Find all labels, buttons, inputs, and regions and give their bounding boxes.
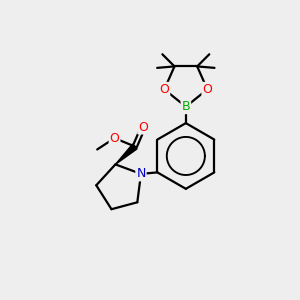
Text: O: O bbox=[110, 132, 119, 145]
Text: B: B bbox=[182, 100, 190, 113]
Text: O: O bbox=[202, 83, 212, 96]
Text: O: O bbox=[138, 121, 148, 134]
Text: N: N bbox=[136, 167, 146, 180]
Polygon shape bbox=[116, 144, 137, 164]
Text: O: O bbox=[159, 83, 169, 96]
